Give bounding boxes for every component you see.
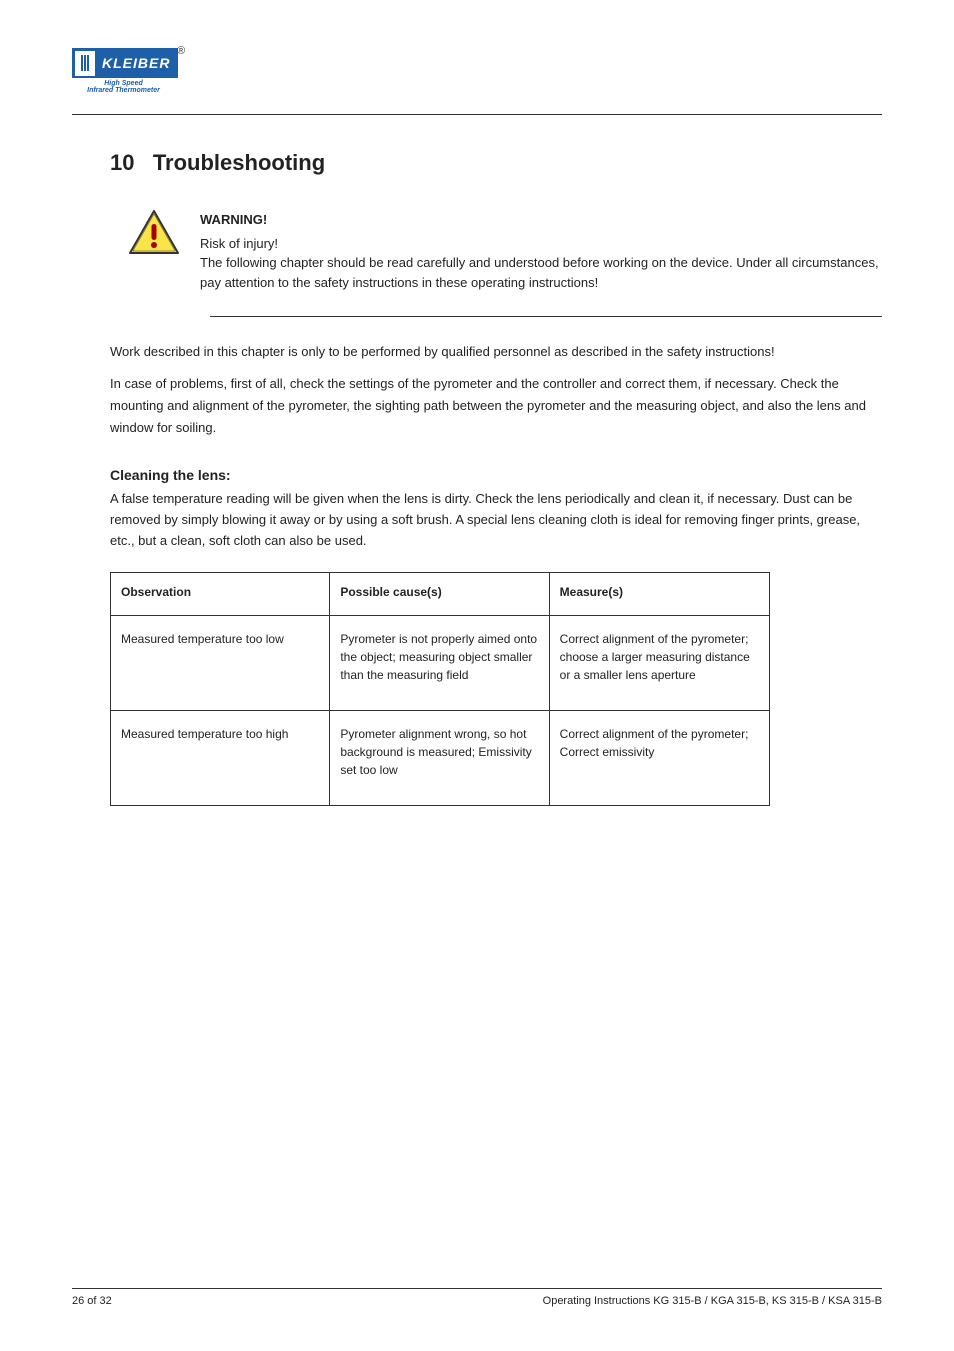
warning-icon xyxy=(126,208,182,263)
section-title: 10 Troubleshooting xyxy=(110,150,882,176)
table-header-cause: Possible cause(s) xyxy=(330,573,549,615)
cleaning-text: A false temperature reading will be give… xyxy=(110,489,882,551)
logo-icon xyxy=(74,50,96,77)
page-content: 10 Troubleshooting WARNING! Risk of inju… xyxy=(110,150,882,806)
page-number: 26 of 32 xyxy=(72,1295,112,1307)
table-row: Measured temperature too high Pyrometer … xyxy=(111,711,769,805)
warning-text-block: WARNING! Risk of injury! The following c… xyxy=(200,208,882,292)
table-header-row: Observation Possible cause(s) Measure(s) xyxy=(111,573,769,616)
doc-title: Operating Instructions KG 315-B / KGA 31… xyxy=(543,1295,882,1307)
logo-subtitle-line1: High Speed xyxy=(104,80,143,87)
footer-divider xyxy=(72,1288,882,1289)
logo: KLEIBER ® High Speed Infrared Thermomete… xyxy=(72,48,178,94)
table-cell-cause: Pyrometer is not properly aimed onto the… xyxy=(330,616,549,710)
warning-block: WARNING! Risk of injury! The following c… xyxy=(126,208,882,292)
page-header: KLEIBER ® High Speed Infrared Thermomete… xyxy=(72,48,882,124)
section-name: Troubleshooting xyxy=(153,150,325,175)
warning-divider xyxy=(210,316,882,317)
registered-mark: ® xyxy=(177,45,185,57)
warning-label: WARNING! xyxy=(200,210,882,230)
intro-p1: Work described in this chapter is only t… xyxy=(110,341,882,363)
footer-text: 26 of 32 Operating Instructions KG 315-B… xyxy=(72,1295,882,1307)
logo-subtitle: High Speed Infrared Thermometer xyxy=(72,80,175,94)
table-header-measures: Measure(s) xyxy=(550,573,769,615)
table-cell-observation: Measured temperature too high xyxy=(111,711,330,805)
troubleshooting-table: Observation Possible cause(s) Measure(s)… xyxy=(110,572,770,806)
table-header-observation: Observation xyxy=(111,573,330,615)
warning-line2: The following chapter should be read car… xyxy=(200,253,882,292)
section-number: 10 xyxy=(110,150,134,175)
intro-text: Work described in this chapter is only t… xyxy=(110,341,882,439)
logo-subtitle-line2: Infrared Thermometer xyxy=(87,87,160,94)
logo-brand-text: KLEIBER xyxy=(96,55,176,71)
table-cell-measures: Correct alignment of the pyrometer; Corr… xyxy=(550,711,769,805)
table-row: Measured temperature too low Pyrometer i… xyxy=(111,616,769,711)
page-footer: 26 of 32 Operating Instructions KG 315-B… xyxy=(72,1288,882,1307)
table-cell-measures: Correct alignment of the pyrometer; choo… xyxy=(550,616,769,710)
logo-box: KLEIBER xyxy=(72,48,178,78)
warning-line1: Risk of injury! xyxy=(200,234,882,254)
table-cell-cause: Pyrometer alignment wrong, so hot backgr… xyxy=(330,711,549,805)
header-divider xyxy=(72,114,882,115)
table-cell-observation: Measured temperature too low xyxy=(111,616,330,710)
cleaning-title: Cleaning the lens: xyxy=(110,467,882,483)
intro-p2: In case of problems, first of all, check… xyxy=(110,373,882,439)
